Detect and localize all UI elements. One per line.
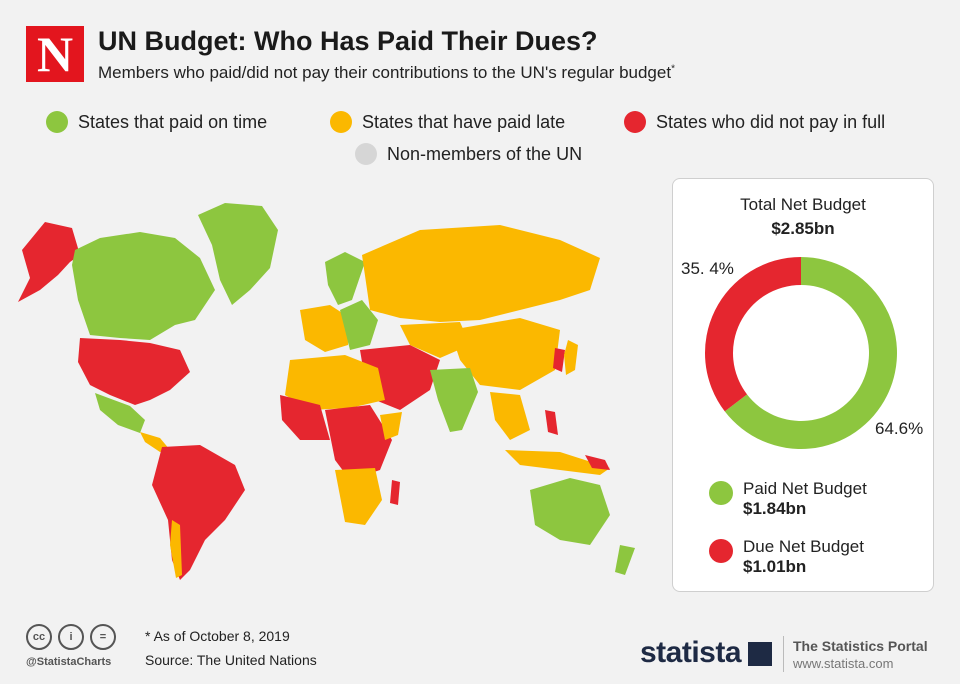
region-china [450,318,560,390]
legend-swatch-unpaid [624,111,646,133]
region-chile [170,520,182,578]
donut-slice-paid [724,257,897,450]
subtitle-text: Members who paid/did not pay their contr… [98,63,672,82]
paid-legend-swatch [709,481,733,505]
legend-label-late: States that have paid late [362,111,566,132]
panel-title: Total Net Budget [740,195,866,214]
legend-item-on-time: States that paid on time [46,111,267,133]
due-pct-label: 35. 4% [681,259,734,278]
legend-item-unpaid: States who did not pay in full [624,111,885,133]
page-title: UN Budget: Who Has Paid Their Dues? [98,26,598,56]
region-greenland [198,203,278,305]
region-alaska [18,222,80,302]
region-south-america [152,445,245,580]
world-map [18,203,635,580]
region-africa-south [335,468,382,525]
region-europe-west [300,305,350,352]
legend-label-unpaid: States who did not pay in full [656,111,886,132]
legend-label-non-member: Non-members of the UN [387,143,583,164]
statista-url: www.statista.com [793,656,894,671]
subtitle-mark: * [671,63,675,75]
statista-handle: @StatistaCharts [26,656,112,668]
region-africa-west [280,395,330,440]
paid-legend-label: Paid Net Budget [743,479,867,498]
region-indonesia [505,450,610,475]
source-note: Source: The United Nations [145,652,317,668]
region-usa [78,338,190,405]
panel-total: $2.85bn [771,219,835,238]
region-philippines [545,410,558,435]
budget-panel: Total Net Budget $2.85bn 35. 4% 64.6% Pa… [672,178,934,592]
region-mexico [95,393,145,433]
region-se-asia [490,392,530,440]
due-legend-item: Due Net Budget $1.01bn [709,537,864,577]
page-subtitle: Members who paid/did not pay their contr… [98,63,675,83]
region-africa-central [325,405,392,480]
cc-icon: cc [26,624,52,650]
legend-item-non-member: Non-members of the UN [355,143,582,165]
statista-portal: The Statistics Portal [793,638,928,654]
legend-swatch-late [330,111,352,133]
license-icons: cc i = [26,624,116,650]
region-korea [553,348,565,372]
region-europe-east [340,300,378,350]
region-new-zealand [615,545,635,575]
legend-swatch-on-time [46,111,68,133]
region-madagascar [390,480,400,505]
donut-slice-due [705,257,801,412]
legend-item-late: States that have paid late [330,111,565,133]
budget-donut [705,257,897,450]
legend-label-on-time: States that paid on time [78,111,268,132]
due-legend-value: $1.01bn [743,557,807,576]
region-png [585,455,610,470]
region-russia [362,225,600,322]
region-north-africa [285,355,385,410]
due-legend-label: Due Net Budget [743,537,864,556]
newsweek-logo: N [26,26,84,82]
region-horn-africa [380,412,402,440]
region-australia [530,478,610,545]
due-legend-swatch [709,539,733,563]
footer-divider [783,636,784,672]
region-canada [72,232,215,340]
paid-pct-label: 64.6% [875,419,924,438]
statista-logo: statista [640,636,742,669]
paid-legend-value: $1.84bn [743,499,807,518]
person-icon: i [58,624,84,650]
region-japan [564,340,578,375]
region-india [430,368,478,432]
region-scandinavia [325,252,365,305]
statista-mark-icon [748,642,772,666]
equal-icon: = [90,624,116,650]
paid-legend-item: Paid Net Budget $1.84bn [709,479,867,519]
date-note: * As of October 8, 2019 [145,628,290,644]
legend-swatch-non-member [355,143,377,165]
